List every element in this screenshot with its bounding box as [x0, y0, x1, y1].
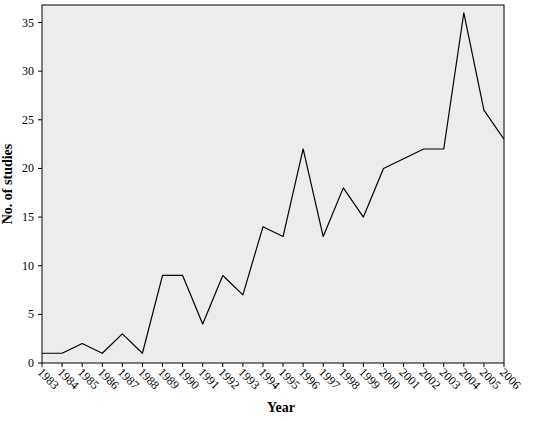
x-tick-label: 1995 [276, 365, 303, 392]
y-tick-label: 20 [22, 161, 34, 175]
x-tick-label: 1993 [236, 365, 263, 392]
x-tick-label: 1983 [35, 365, 62, 392]
y-tick-label: 25 [22, 113, 34, 127]
chart: 0510152025303519831984198519861987198819… [0, 0, 534, 421]
x-tick-label: 2005 [477, 365, 504, 392]
y-axis-label: No. of studies [0, 143, 15, 224]
data-line [42, 13, 504, 353]
y-tick-label: 30 [22, 64, 34, 78]
y-tick-label: 10 [22, 259, 34, 273]
x-tick-label: 2001 [396, 365, 423, 392]
plot-frame [42, 5, 504, 363]
x-tick-label: 1998 [336, 365, 363, 392]
x-tick-label: 1988 [135, 365, 162, 392]
x-axis-label: Year [267, 400, 295, 415]
x-tick-label: 2006 [497, 365, 524, 392]
x-tick-label: 1996 [296, 365, 323, 392]
x-tick-label: 2000 [376, 365, 403, 392]
x-tick-label: 2003 [437, 365, 464, 392]
y-tick [38, 217, 42, 218]
y-tick [38, 71, 42, 72]
x-tick-label: 1984 [55, 365, 82, 392]
x-tick-label: 1997 [316, 365, 343, 392]
y-tick-label: 35 [22, 16, 34, 30]
x-tick-label: 2002 [417, 365, 444, 392]
y-tick-label: 5 [28, 307, 34, 321]
y-tick [38, 168, 42, 169]
x-tick-label: 2004 [457, 365, 484, 392]
y-tick-label: 0 [28, 356, 34, 370]
x-tick-label: 1985 [75, 365, 102, 392]
y-tick-label: 15 [22, 210, 34, 224]
y-tick [38, 265, 42, 266]
y-tick [38, 314, 42, 315]
x-tick-label: 1991 [196, 365, 223, 392]
x-tick-label: 1987 [115, 365, 142, 392]
chart-container: 0510152025303519831984198519861987198819… [0, 0, 534, 421]
data-group [42, 13, 504, 353]
plot-background [42, 5, 504, 363]
x-tick-label: 1989 [155, 365, 182, 392]
y-tick [38, 119, 42, 120]
y-tick [38, 363, 42, 364]
x-tick-label: 1994 [256, 365, 283, 392]
x-tick-label: 1999 [356, 365, 383, 392]
x-tick-label: 1992 [216, 365, 243, 392]
x-tick-label: 1990 [175, 365, 202, 392]
x-tick-label: 1986 [95, 365, 122, 392]
y-tick [38, 22, 42, 23]
